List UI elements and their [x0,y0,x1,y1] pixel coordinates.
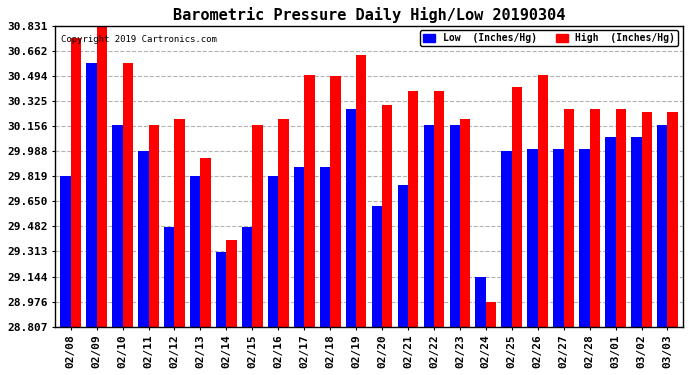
Bar [346,109,356,327]
Bar [657,125,667,327]
Bar [242,226,253,327]
Bar [60,176,70,327]
Bar [382,105,393,327]
Bar [70,38,81,327]
Bar [356,56,366,327]
Bar [605,137,615,327]
Bar [304,75,315,327]
Bar [642,112,652,327]
Bar [294,167,304,327]
Legend: Low  (Inches/Hg), High  (Inches/Hg): Low (Inches/Hg), High (Inches/Hg) [420,30,678,46]
Bar [408,91,418,327]
Bar [502,151,512,327]
Bar [319,167,330,327]
Bar [278,119,288,327]
Bar [590,109,600,327]
Bar [553,149,564,327]
Bar [615,109,626,327]
Bar [226,240,237,327]
Bar [123,63,133,327]
Bar [580,149,590,327]
Bar [667,112,678,327]
Bar [268,176,278,327]
Bar [200,158,210,327]
Bar [475,277,486,327]
Bar [97,26,107,327]
Bar [434,91,444,327]
Bar [86,63,97,327]
Bar [486,302,496,327]
Bar [538,75,548,327]
Text: Copyright 2019 Cartronics.com: Copyright 2019 Cartronics.com [61,34,217,44]
Bar [148,125,159,327]
Bar [190,176,200,327]
Bar [564,109,574,327]
Bar [527,149,538,327]
Bar [372,206,382,327]
Bar [631,137,642,327]
Bar [216,252,226,327]
Bar [424,125,434,327]
Bar [164,226,175,327]
Bar [460,119,471,327]
Bar [175,119,185,327]
Bar [330,76,341,327]
Bar [512,87,522,327]
Bar [253,125,263,327]
Bar [138,151,148,327]
Bar [449,125,460,327]
Bar [112,125,123,327]
Title: Barometric Pressure Daily High/Low 20190304: Barometric Pressure Daily High/Low 20190… [173,7,565,23]
Bar [397,185,408,327]
